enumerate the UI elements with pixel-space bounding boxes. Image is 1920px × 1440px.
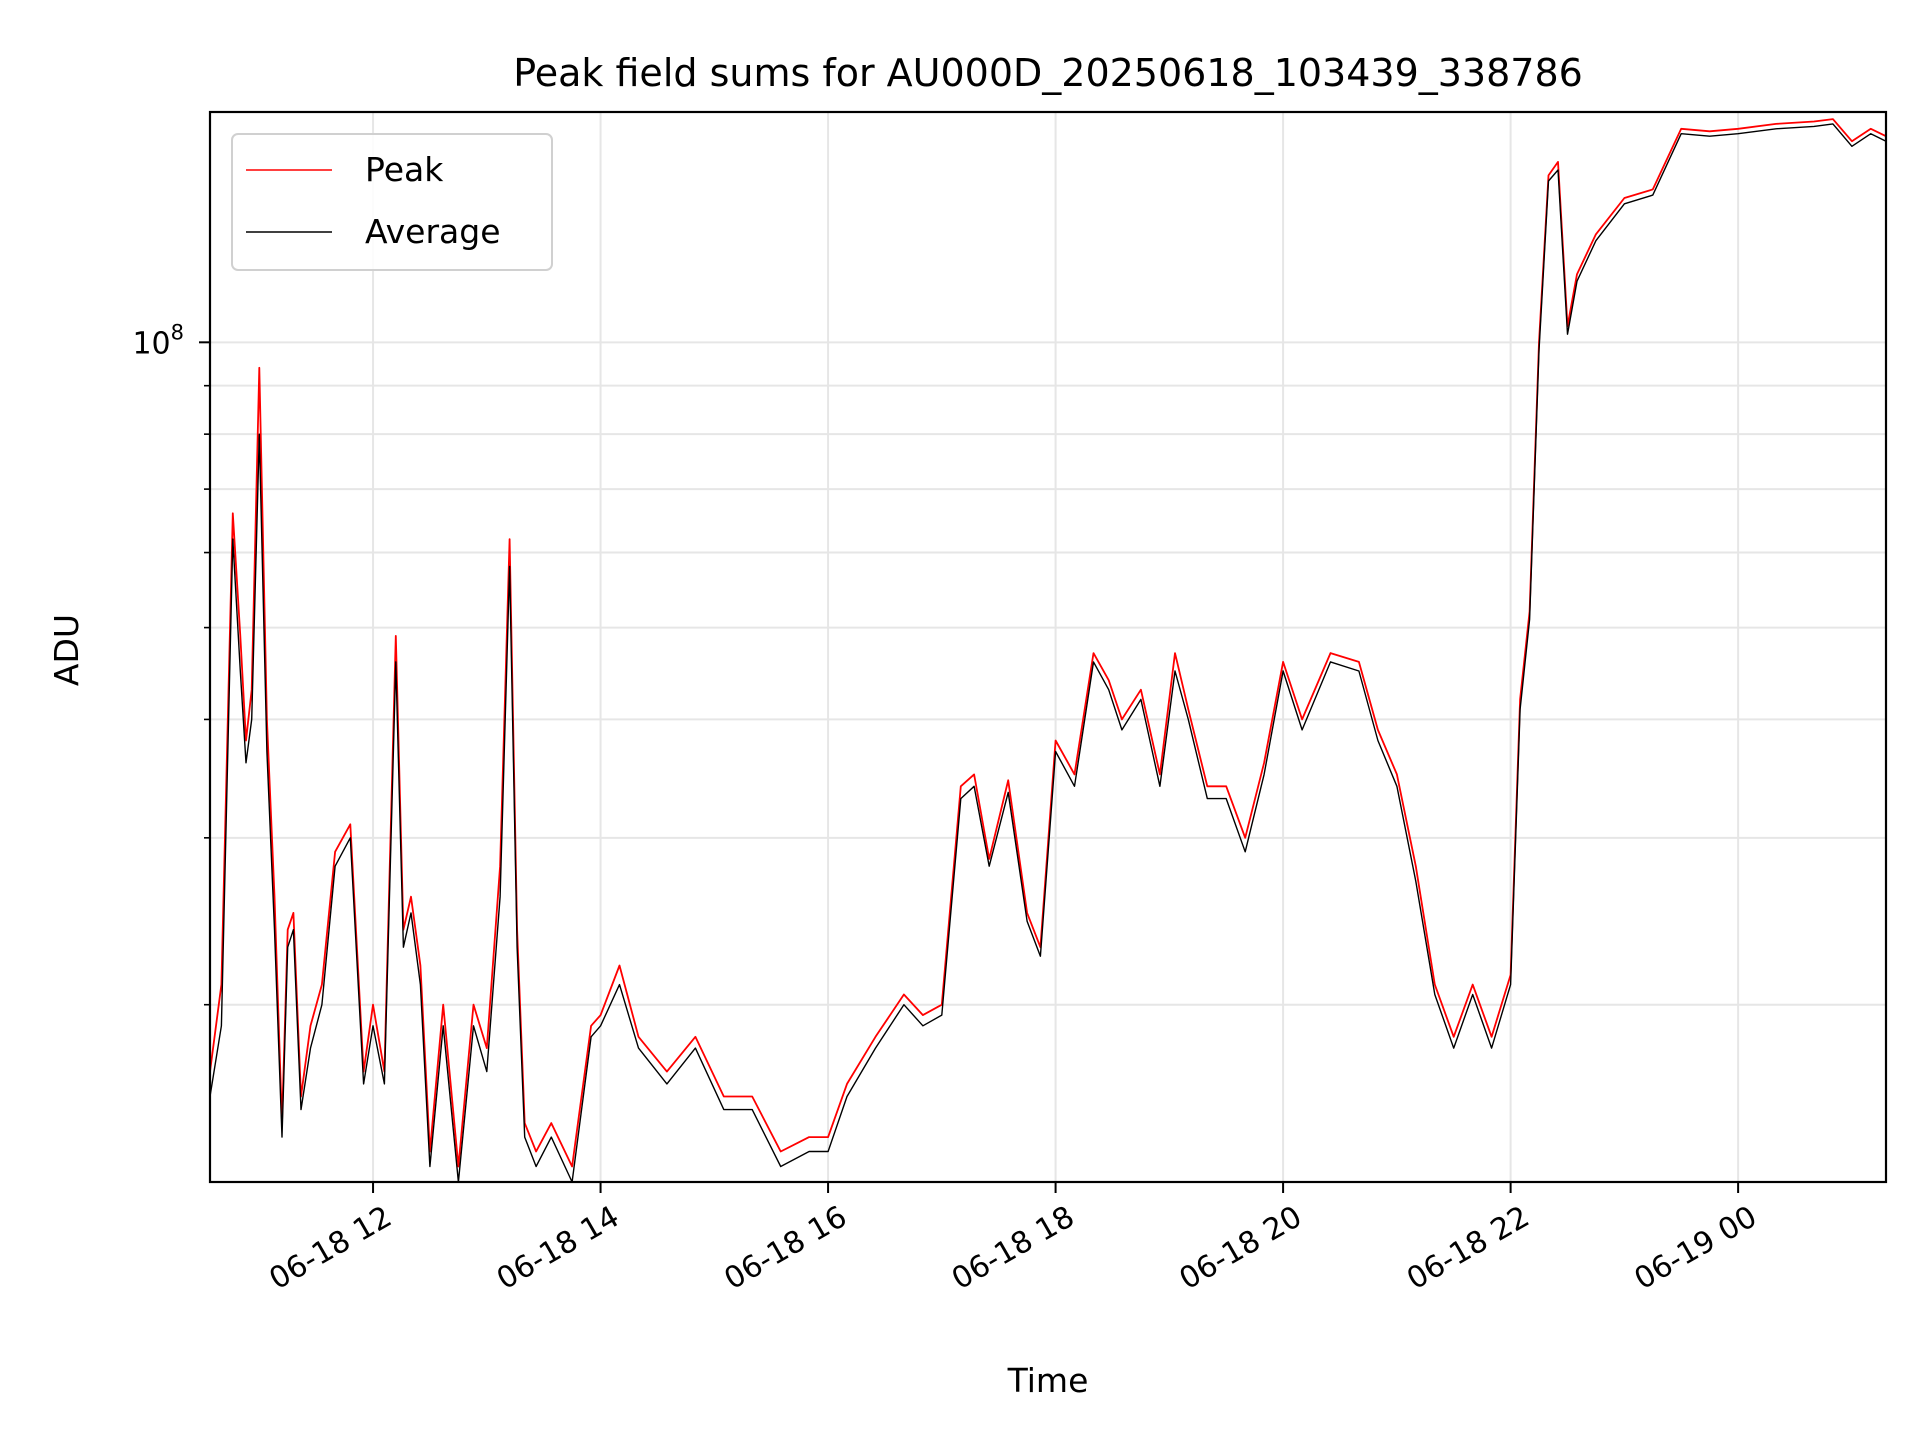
series-line-average [209,123,1887,1183]
chart-title: Peak field sums for AU000D_20250618_1034… [513,51,1583,95]
x-tick-label: 06-18 16 [719,1199,853,1297]
x-axis-label: Time [1007,1361,1089,1400]
x-tick-label: 06-18 20 [1174,1199,1308,1297]
plot-frame [208,110,1888,1184]
series-line-peak [209,118,1887,1168]
grid [210,112,1886,1182]
legend: Peak Average [231,133,553,271]
legend-box [231,133,553,271]
legend-label-peak: Peak [365,150,444,189]
x-tick-label: 06-19 00 [1629,1199,1763,1297]
y-tick-label: 108 [132,320,184,361]
axis-ticks: 06-18 12 06-18 14 06-18 16 06-18 18 06-18 20… [132,320,1762,1297]
x-tick-label: 06-18 22 [1401,1199,1535,1297]
y-axis-label: ADU [47,614,86,686]
x-tick-label: 06-18 14 [491,1199,625,1297]
series-lines [209,118,1887,1183]
x-tick-label: 06-18 12 [264,1199,398,1297]
legend-label-average: Average [365,212,501,251]
x-tick-label: 06-18 18 [946,1199,1080,1297]
